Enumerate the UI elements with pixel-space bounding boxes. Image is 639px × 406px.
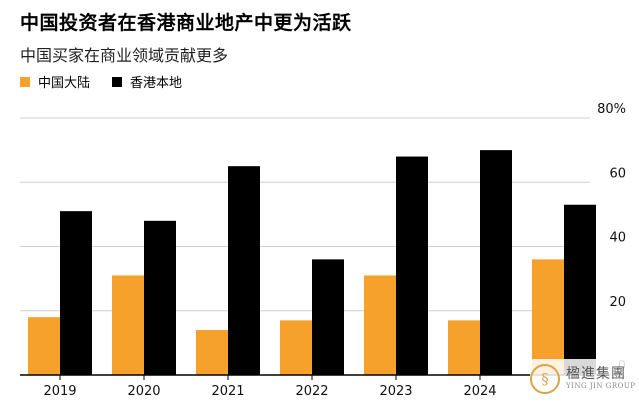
bar-hongkong-2021 bbox=[228, 166, 260, 375]
x-tick-label-2020: 2020 bbox=[127, 384, 160, 399]
legend-item-hongkong: 香港本地 bbox=[112, 72, 182, 91]
legend-label-hongkong: 香港本地 bbox=[130, 76, 183, 91]
bar-hongkong-2020 bbox=[144, 220, 176, 375]
bar-mainland-2025 bbox=[532, 259, 564, 375]
bar-hongkong-2025 bbox=[564, 204, 596, 375]
bar-mainland-2021 bbox=[196, 330, 228, 375]
bar-mainland-2024 bbox=[448, 320, 480, 375]
x-tick-label-2021: 2021 bbox=[211, 384, 244, 399]
bar-hongkong-2024 bbox=[480, 150, 512, 375]
bar-mainland-2019 bbox=[28, 317, 60, 375]
y-tick-label-60: 60 bbox=[609, 166, 626, 181]
legend-item-mainland: 中国大陆 bbox=[20, 72, 90, 91]
watermark: § 楹進集團 YING JIN GROUP bbox=[530, 359, 639, 399]
bar-hongkong-2019 bbox=[60, 211, 92, 375]
watermark-logo-icon: § bbox=[530, 364, 560, 394]
legend-swatch-mainland bbox=[20, 76, 30, 87]
watermark-en: YING JIN GROUP bbox=[566, 381, 636, 390]
y-tick-label-80: 80% bbox=[597, 102, 626, 117]
watermark-cn: 楹進集團 bbox=[566, 366, 626, 383]
y-tick-label-40: 40 bbox=[609, 231, 626, 246]
bar-hongkong-2022 bbox=[312, 259, 344, 375]
bar-hongkong-2023 bbox=[396, 156, 428, 375]
chart-title: 中国投资者在香港商业地产中更为活跃 bbox=[20, 12, 352, 34]
legend-label-mainland: 中国大陆 bbox=[38, 76, 91, 91]
x-tick-label-2022: 2022 bbox=[295, 384, 328, 399]
bar-mainland-2020 bbox=[112, 275, 144, 375]
chart-legend: 中国大陆 香港本地 bbox=[20, 72, 182, 91]
x-tick-label-2024: 2024 bbox=[463, 384, 496, 399]
chart-subtitle: 中国买家在商业领域贡献更多 bbox=[20, 46, 229, 65]
x-tick-label-2023: 2023 bbox=[379, 384, 412, 399]
legend-swatch-hongkong bbox=[112, 76, 123, 87]
bar-mainland-2022 bbox=[280, 320, 312, 375]
x-tick-label-2019: 2019 bbox=[43, 384, 76, 399]
y-tick-label-20: 20 bbox=[609, 295, 626, 310]
bar-mainland-2023 bbox=[364, 275, 396, 375]
